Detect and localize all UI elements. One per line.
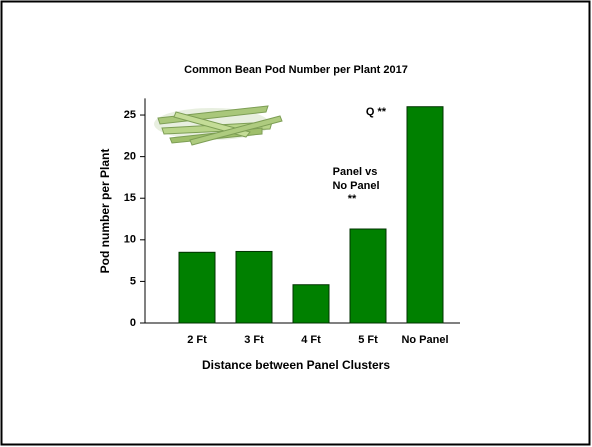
- bar: [292, 284, 330, 324]
- bar: [235, 250, 273, 324]
- x-axis-label: Distance between Panel Clusters: [202, 358, 390, 372]
- y-tick-label: 10: [124, 234, 136, 246]
- y-tick-label: 25: [124, 109, 136, 121]
- bar: [178, 251, 216, 324]
- annotation: **: [348, 193, 357, 205]
- annotation: Q **: [366, 106, 387, 118]
- x-tick-label: No Panel: [401, 334, 448, 346]
- x-tick-label: 3 Ft: [244, 334, 264, 346]
- x-tick-label: 5 Ft: [358, 334, 378, 346]
- y-tick-label: 15: [124, 192, 136, 204]
- annotation: No Panel: [332, 180, 379, 192]
- bean-image: [154, 105, 283, 146]
- x-tick-label: 4 Ft: [301, 334, 321, 346]
- bean-pod: [189, 115, 283, 146]
- chart-title: Common Bean Pod Number per Plant 2017: [184, 64, 408, 76]
- x-tick-label: 2 Ft: [187, 334, 207, 346]
- y-axis-label: Pod number per Plant: [98, 149, 112, 274]
- annotation: Panel vs: [333, 166, 378, 178]
- y-tick-label: 0: [130, 317, 136, 329]
- bar: [349, 228, 387, 324]
- y-tick-label: 5: [130, 275, 136, 287]
- bar: [406, 106, 444, 324]
- y-tick-label: 20: [124, 151, 136, 163]
